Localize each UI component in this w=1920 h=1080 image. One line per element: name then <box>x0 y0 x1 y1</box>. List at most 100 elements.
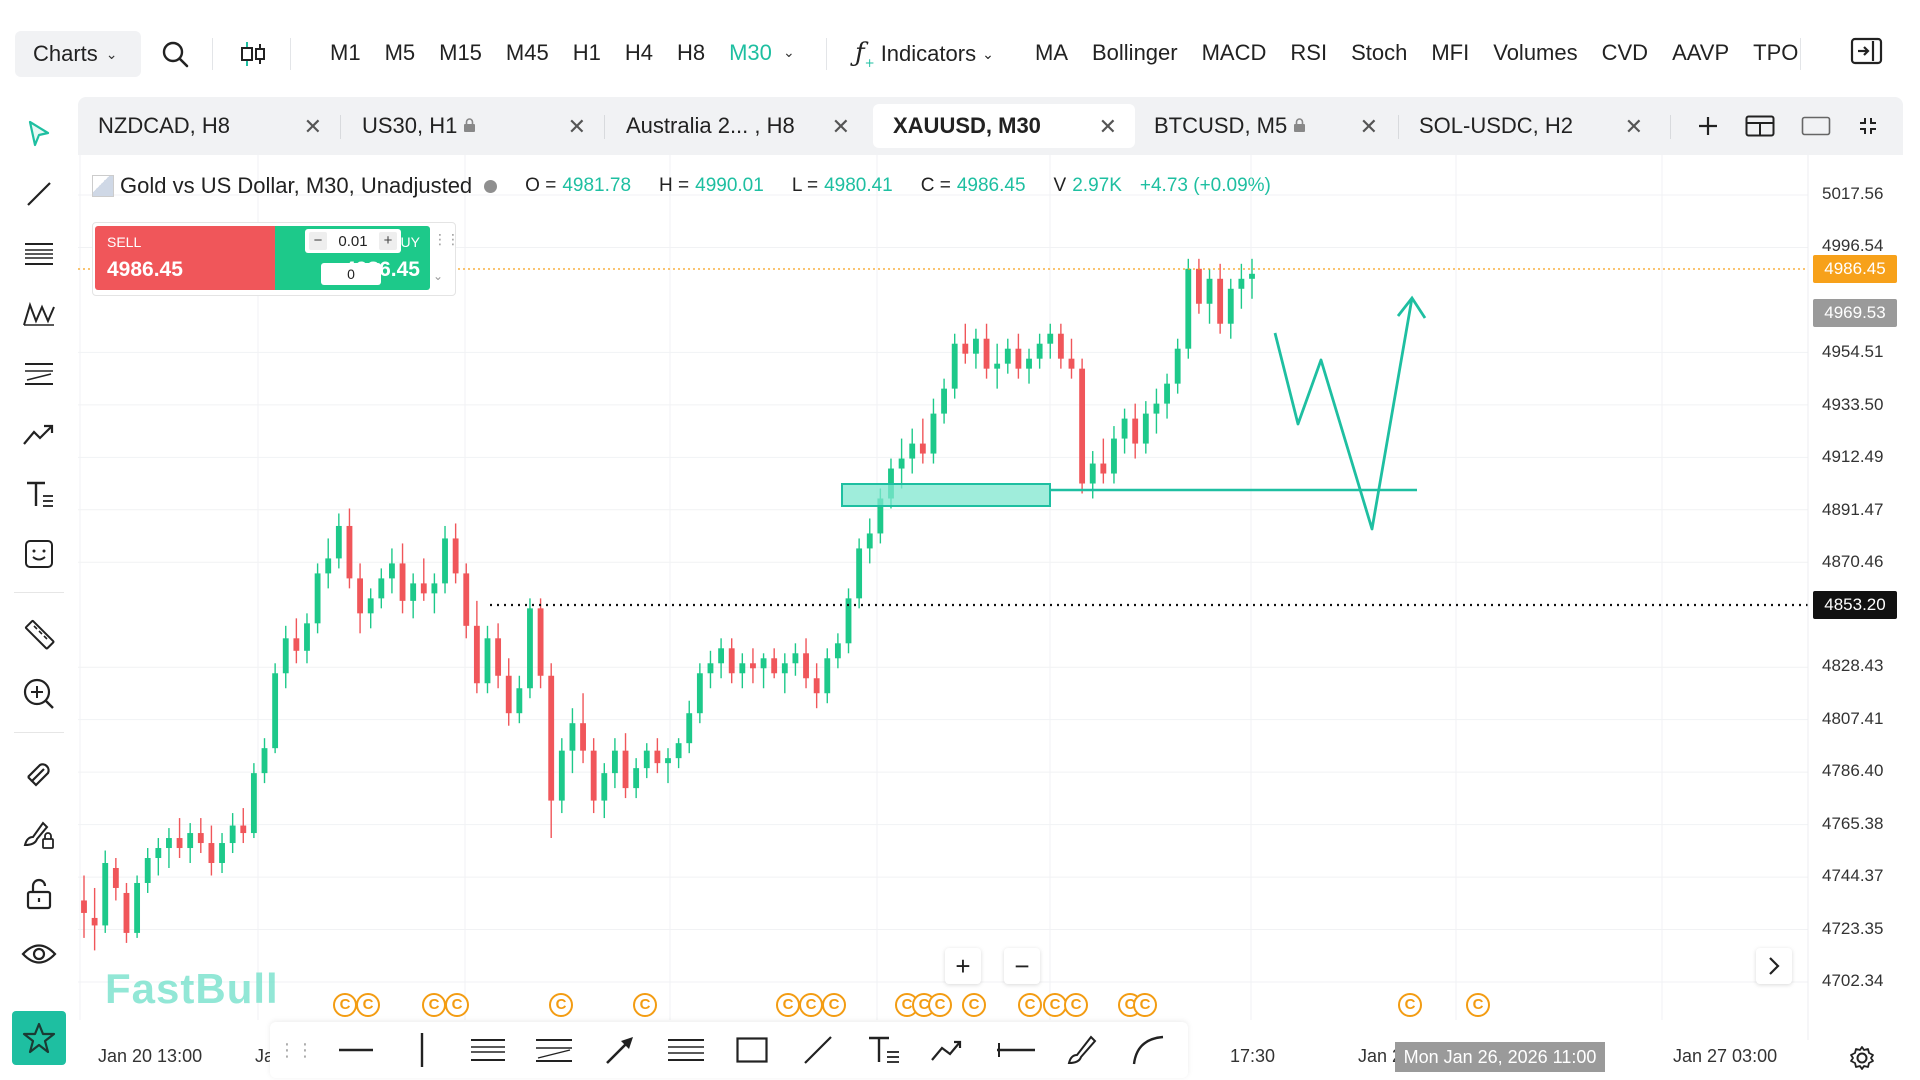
ray-line-icon[interactable] <box>798 1032 838 1068</box>
timeframe-m30-active[interactable]: M30 <box>729 40 772 65</box>
timeframe-h8[interactable]: H8 <box>676 40 706 65</box>
emoji-icon[interactable] <box>19 534 59 574</box>
economic-event-icon[interactable]: C <box>776 993 800 1017</box>
economic-event-icon[interactable]: C <box>928 993 952 1017</box>
cursor-arrow-icon[interactable] <box>19 114 59 154</box>
supply-demand-zone[interactable] <box>841 483 1051 507</box>
brush-icon[interactable] <box>1062 1032 1102 1068</box>
fib-retracement-icon[interactable] <box>534 1032 574 1068</box>
forecast-path[interactable] <box>1273 297 1414 531</box>
layout-grid-icon[interactable] <box>1744 110 1776 142</box>
timeframe-m15[interactable]: M15 <box>439 40 482 65</box>
search-icon[interactable] <box>157 36 193 72</box>
brush-lock-icon[interactable] <box>19 814 59 854</box>
horizontal-line-icon[interactable] <box>336 1032 376 1068</box>
exit-fullscreen-icon[interactable] <box>1850 36 1886 72</box>
quantity-input[interactable]: 0 <box>321 263 381 285</box>
timeframe-h4[interactable]: H4 <box>624 40 653 65</box>
indicator-bollinger[interactable]: Bollinger <box>1092 40 1178 65</box>
zoom-out-button[interactable]: − <box>1004 948 1040 984</box>
close-icon[interactable]: ✕ <box>831 114 850 139</box>
zoom-in-button[interactable]: + <box>945 948 981 984</box>
economic-event-icon[interactable]: C <box>422 993 446 1017</box>
indicators-button[interactable]: ƒ+ Indicators ⌄ <box>855 38 994 70</box>
tab-us30[interactable]: US30, H1 ✕ <box>342 104 604 148</box>
economic-event-icon[interactable]: C <box>1466 993 1490 1017</box>
economic-event-icon[interactable]: C <box>1133 993 1157 1017</box>
arc-tool-icon[interactable] <box>1128 1032 1168 1068</box>
single-layout-icon[interactable] <box>1800 110 1832 142</box>
economic-event-icon[interactable]: C <box>549 993 573 1017</box>
indicator-mfi[interactable]: MFI <box>1431 40 1470 65</box>
economic-event-icon[interactable]: C <box>1064 993 1088 1017</box>
timeframe-m5[interactable]: M5 <box>384 40 416 65</box>
close-icon[interactable]: ✕ <box>1359 114 1378 139</box>
magnet-icon[interactable] <box>19 754 59 794</box>
indicator-tpo[interactable]: TPO <box>1753 40 1799 65</box>
timeframe-m1[interactable]: M1 <box>330 40 361 65</box>
arrow-tool-icon[interactable] <box>600 1032 640 1068</box>
scroll-right-button[interactable] <box>1756 948 1792 984</box>
economic-event-icon[interactable]: C <box>1018 993 1042 1017</box>
text-tool-icon[interactable] <box>19 474 59 514</box>
plus-icon[interactable]: + <box>378 232 397 250</box>
minus-icon[interactable]: − <box>309 232 327 250</box>
rectangle-tool-icon[interactable] <box>732 1032 772 1068</box>
economic-event-icon[interactable]: C <box>962 993 986 1017</box>
indicator-volumes[interactable]: Volumes <box>1493 40 1578 65</box>
drag-handle-icon[interactable]: ⋮⋮ <box>433 231 460 247</box>
close-icon[interactable]: ✕ <box>1098 114 1117 139</box>
economic-event-icon[interactable]: C <box>1043 993 1067 1017</box>
indicator-stoch[interactable]: Stoch <box>1351 40 1408 65</box>
price-range-icon[interactable] <box>666 1032 706 1068</box>
trend-line-icon[interactable] <box>19 174 59 214</box>
economic-event-icon[interactable]: C <box>822 993 846 1017</box>
polyline-icon[interactable] <box>930 1032 970 1068</box>
horizontal-ray-icon[interactable] <box>996 1032 1036 1068</box>
candlestick-type-icon[interactable] <box>235 36 271 72</box>
indicator-macd[interactable]: MACD <box>1201 40 1267 65</box>
economic-event-icon[interactable]: C <box>333 993 357 1017</box>
economic-event-icon[interactable]: C <box>799 993 823 1017</box>
tab-nzdcad[interactable]: NZDCAD, H8 ✕ <box>78 104 340 148</box>
horizontal-lines-icon[interactable] <box>19 234 59 274</box>
lot-size-stepper[interactable]: − 0.01 + <box>305 229 401 253</box>
text-tool-icon[interactable] <box>864 1032 904 1068</box>
parallel-channel-icon[interactable] <box>468 1032 508 1068</box>
tab-btcusd[interactable]: BTCUSD, M5 ✕ <box>1134 104 1396 148</box>
tab-sol-usdc[interactable]: SOL-USDC, H2 ✕ <box>1399 104 1661 148</box>
sell-button[interactable]: SELL 4986.45 <box>95 226 235 290</box>
timeframe-more-chevron-icon[interactable]: ⌄ <box>783 44 795 60</box>
economic-event-icon[interactable]: C <box>1398 993 1422 1017</box>
pattern-icon[interactable] <box>19 294 59 334</box>
timeframe-m45[interactable]: M45 <box>505 40 549 65</box>
zoom-in-icon[interactable] <box>19 674 59 714</box>
eye-icon[interactable] <box>19 934 59 974</box>
indicator-rsi[interactable]: RSI <box>1290 40 1328 65</box>
economic-event-icon[interactable]: C <box>445 993 469 1017</box>
tab-xauusd-active[interactable]: XAUUSD, M30 ✕ <box>873 104 1135 148</box>
close-icon[interactable]: ✕ <box>1624 114 1643 139</box>
vertical-line-icon[interactable] <box>402 1032 442 1068</box>
economic-event-icon[interactable]: C <box>356 993 380 1017</box>
fibonacci-icon[interactable] <box>19 354 59 394</box>
economic-event-icon[interactable]: C <box>633 993 657 1017</box>
forecast-icon[interactable] <box>19 414 59 454</box>
indicator-aavp[interactable]: AAVP <box>1672 40 1730 65</box>
timeframe-h1[interactable]: H1 <box>572 40 601 65</box>
close-icon[interactable]: ✕ <box>567 114 586 139</box>
ruler-icon[interactable] <box>19 614 59 654</box>
collapse-icon[interactable] <box>1852 110 1884 142</box>
favorites-star-button[interactable] <box>12 1011 66 1065</box>
gear-icon[interactable] <box>1848 1044 1878 1074</box>
indicator-cvd[interactable]: CVD <box>1601 40 1649 65</box>
close-icon[interactable]: ✕ <box>303 114 322 139</box>
chevron-down-icon[interactable]: ⌄ <box>433 269 444 283</box>
unlock-icon[interactable] <box>19 874 59 914</box>
tab-australia[interactable]: Australia 2... , H8 ✕ <box>606 104 868 148</box>
drag-handle-icon[interactable]: ⋮⋮ <box>278 1039 314 1060</box>
add-tab-icon[interactable] <box>1692 110 1724 142</box>
charts-menu-button[interactable]: Charts ⌄ <box>15 31 141 77</box>
indicator-ma[interactable]: MA <box>1035 40 1068 65</box>
